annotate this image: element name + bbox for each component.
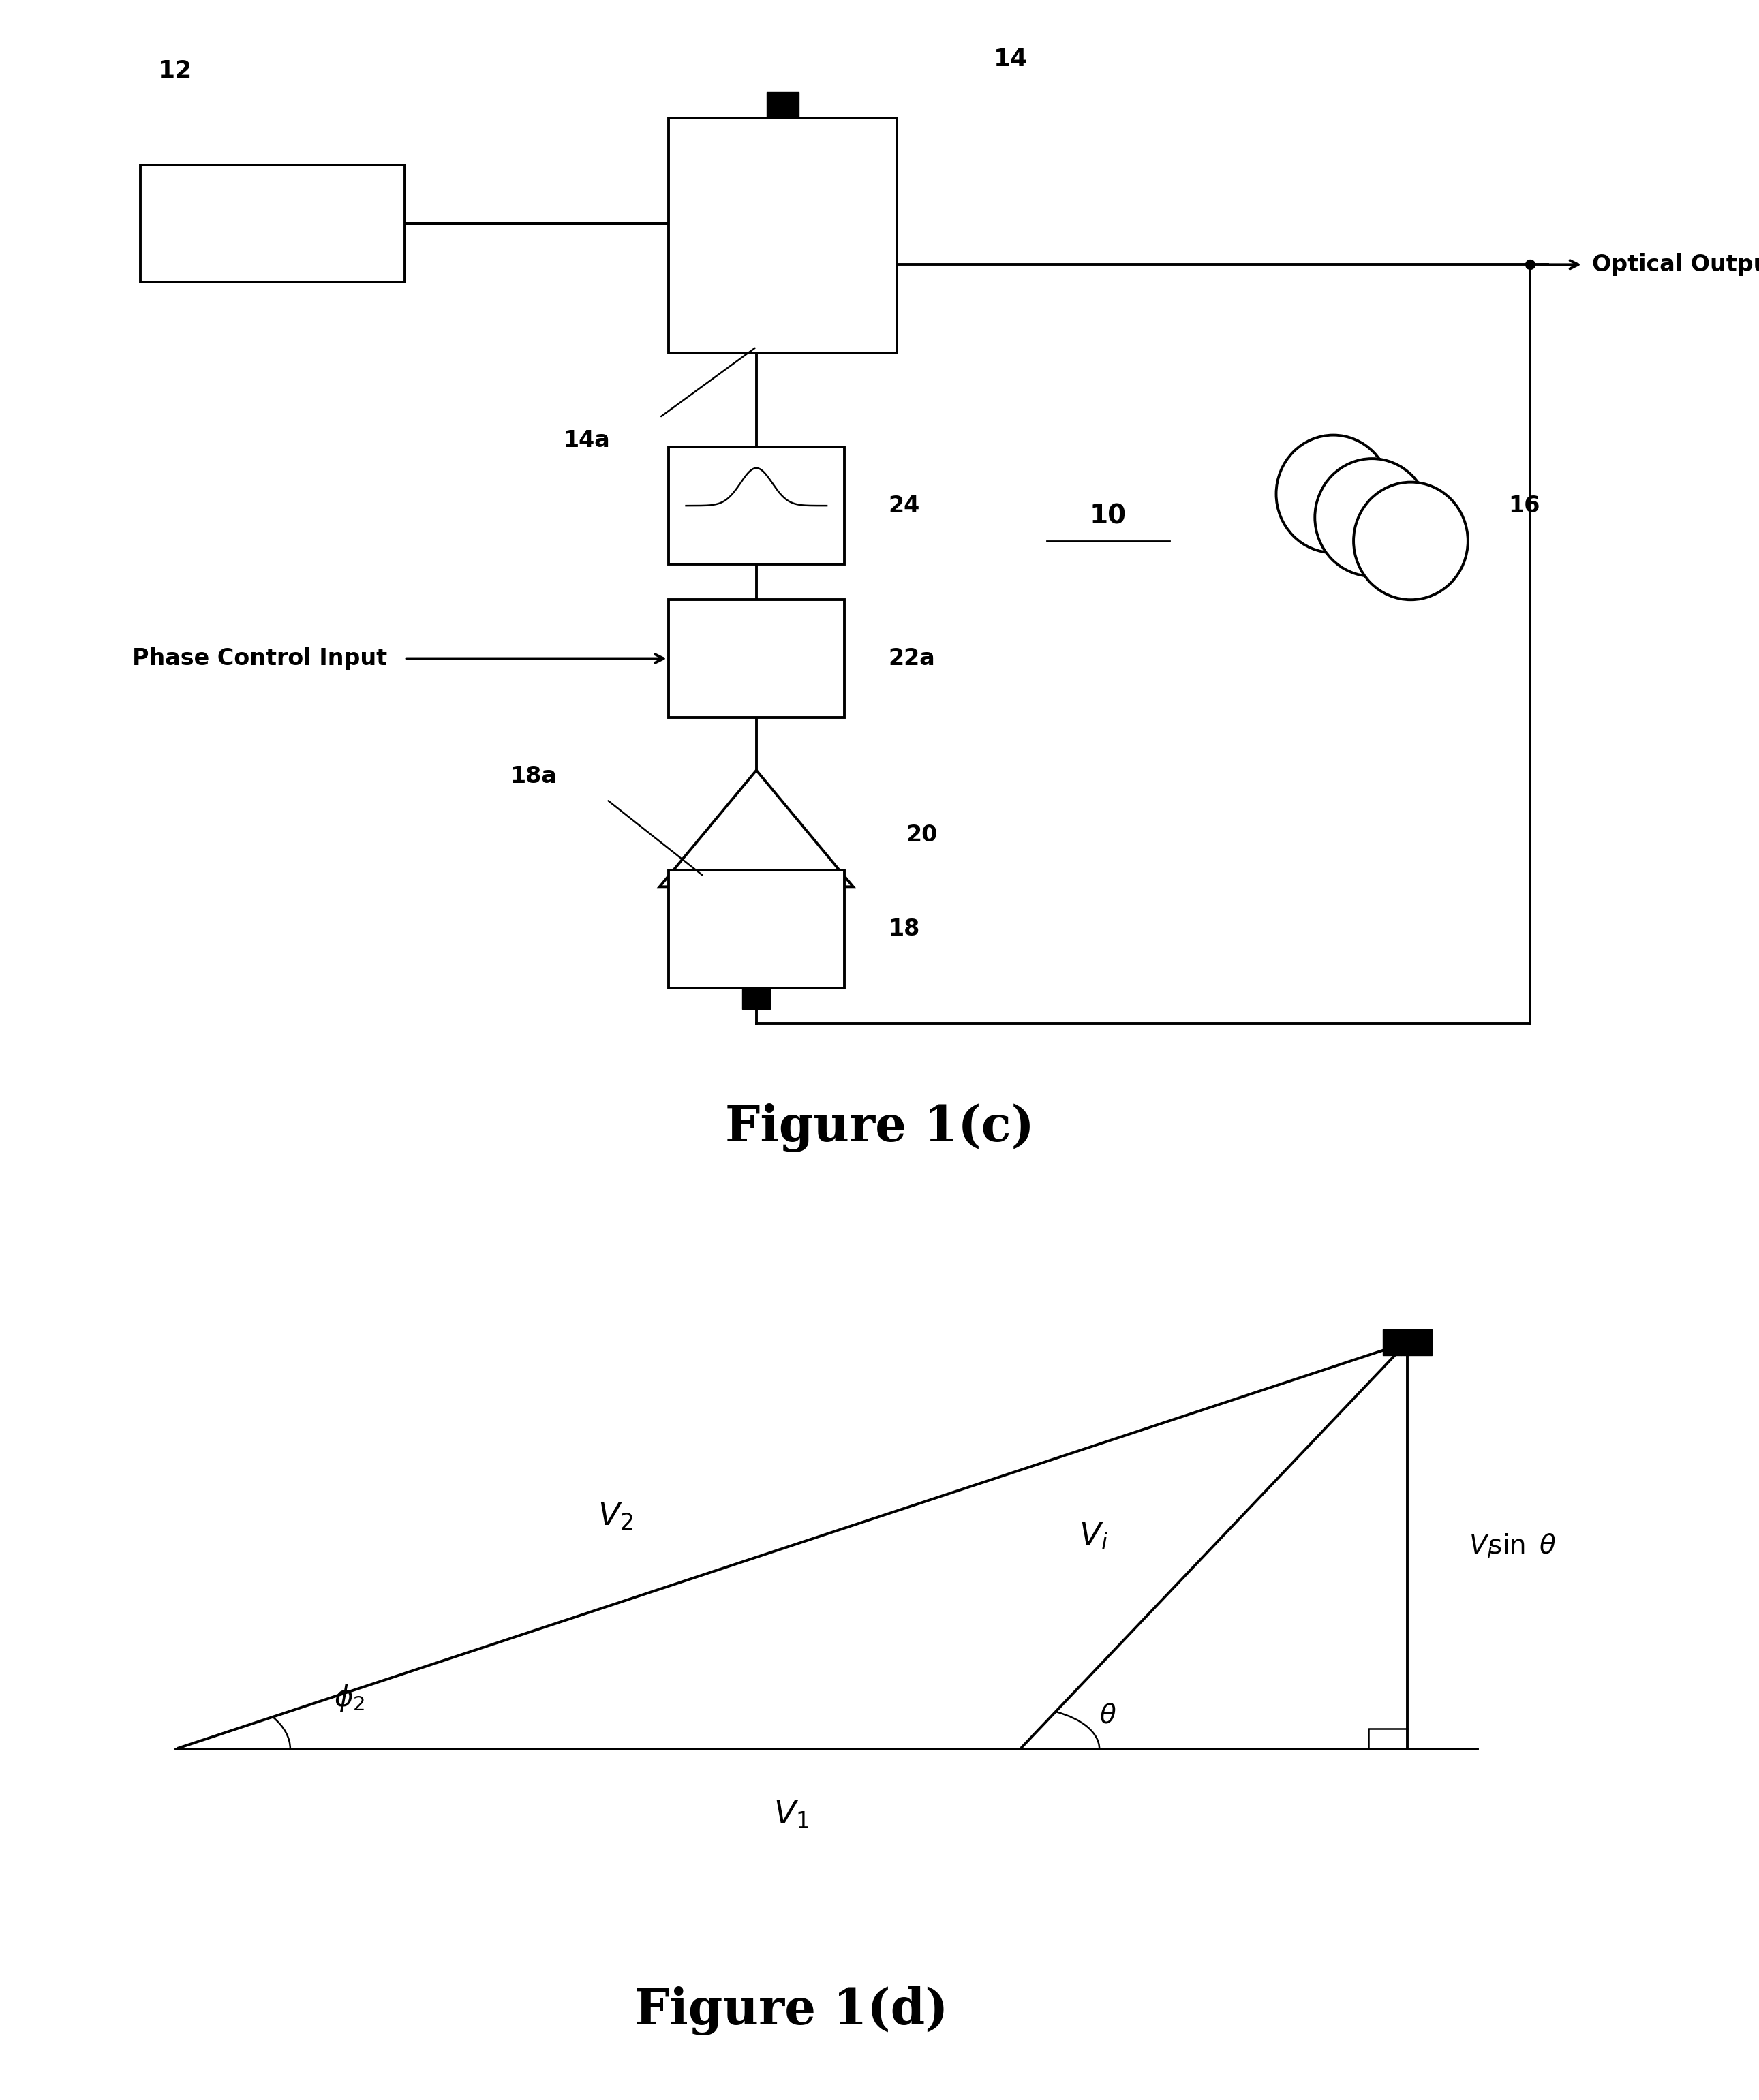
Text: $\phi_2$: $\phi_2$ xyxy=(334,1682,364,1714)
Text: $V_2$: $V_2$ xyxy=(598,1502,633,1531)
Ellipse shape xyxy=(1277,435,1390,552)
Text: 12: 12 xyxy=(158,59,192,82)
Ellipse shape xyxy=(1316,458,1428,575)
Text: $V_1$: $V_1$ xyxy=(774,1800,809,1831)
Text: 20: 20 xyxy=(906,823,938,846)
Ellipse shape xyxy=(1354,483,1469,601)
Text: 18a: 18a xyxy=(510,764,558,788)
Bar xyxy=(668,447,844,565)
Text: 10: 10 xyxy=(1091,504,1126,529)
Text: 18: 18 xyxy=(888,918,920,941)
Text: Optical Output: Optical Output xyxy=(1592,254,1759,275)
Bar xyxy=(668,869,844,987)
Text: 14a: 14a xyxy=(563,428,610,452)
Text: 16: 16 xyxy=(1509,494,1539,517)
Bar xyxy=(141,164,405,281)
Text: Phase Control Input: Phase Control Input xyxy=(132,647,387,670)
Text: $V_i\!\sin\ \theta$: $V_i\!\sin\ \theta$ xyxy=(1469,1531,1557,1560)
Text: 22a: 22a xyxy=(888,647,936,670)
Text: $\theta$: $\theta$ xyxy=(1099,1703,1117,1728)
Text: Figure 1(d): Figure 1(d) xyxy=(635,1987,948,2035)
Bar xyxy=(668,118,897,353)
Bar xyxy=(668,601,844,718)
Text: 14: 14 xyxy=(994,48,1027,71)
Bar xyxy=(742,987,770,1008)
Text: $V_i$: $V_i$ xyxy=(1078,1520,1108,1552)
Text: 24: 24 xyxy=(888,494,920,517)
Text: Figure 1(c): Figure 1(c) xyxy=(725,1103,1034,1153)
Bar xyxy=(1383,1329,1432,1354)
Bar xyxy=(767,92,799,118)
